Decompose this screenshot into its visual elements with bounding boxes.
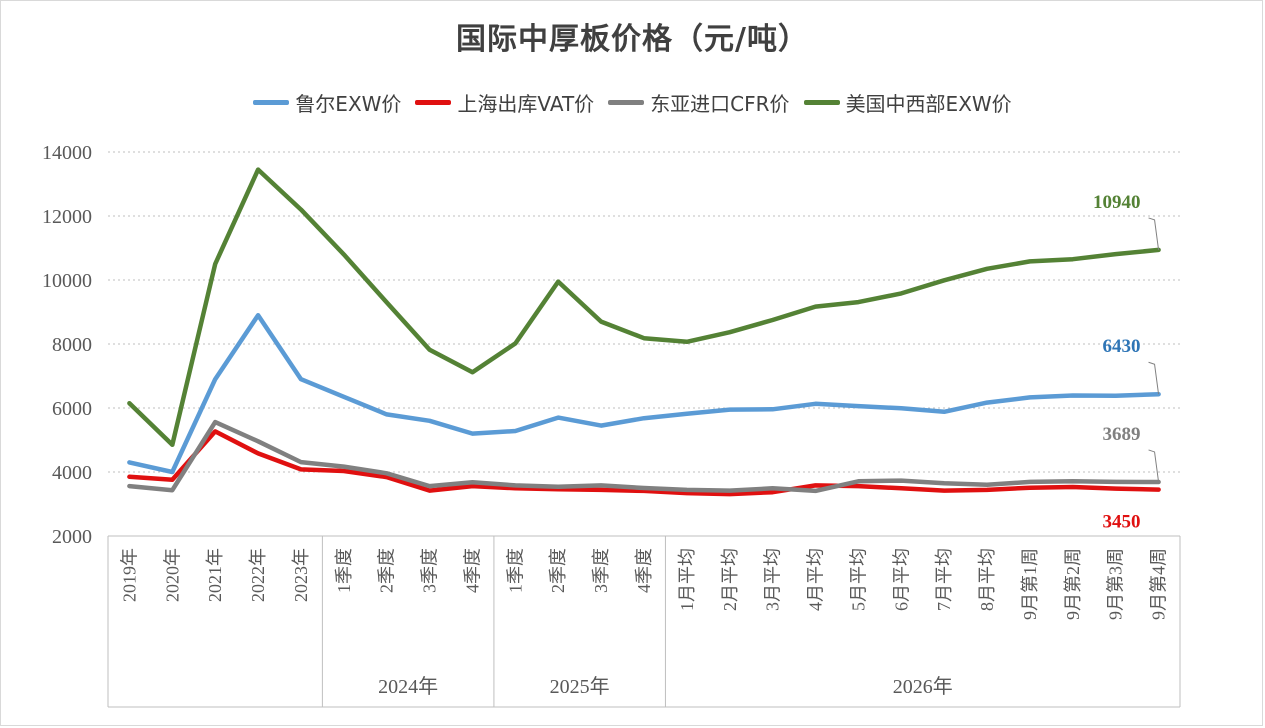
end-data-label-2: 3689 — [1103, 424, 1141, 445]
x-tick-label-24: 9月第4周 — [1149, 548, 1169, 620]
x-tick-label-12: 4季度 — [634, 548, 654, 593]
series-line-2 — [127, 419, 1161, 494]
legend-label-3: 美国中西部EXW价 — [845, 92, 1012, 116]
chart-title: 国际中厚板价格（元/吨） — [456, 22, 809, 57]
x-tick-label-9: 1季度 — [505, 548, 525, 593]
x-tick-label-5: 1季度 — [334, 548, 354, 593]
y-tick-label-6: 14000 — [42, 142, 92, 164]
x-tick-label-4: 2023年 — [291, 548, 311, 602]
leader-line-0 — [1148, 361, 1160, 395]
x-tick-label-19: 7月平均 — [934, 548, 954, 611]
x-tick-label-0: 2019年 — [119, 548, 139, 602]
x-tick-label-7: 3季度 — [420, 548, 440, 593]
x-tick-label-11: 3季度 — [591, 548, 611, 593]
x-tick-label-1: 2020年 — [162, 548, 182, 602]
series-line-3 — [127, 167, 1161, 448]
group-label-3: 2026年 — [893, 675, 953, 698]
legend-label-1: 上海出库VAT价 — [457, 92, 595, 116]
legend-label-0: 鲁尔EXW价 — [295, 92, 402, 116]
group-label-1: 2024年 — [378, 675, 438, 698]
series-line-0 — [127, 312, 1161, 475]
x-tick-label-10: 2季度 — [548, 548, 568, 593]
y-tick-label-5: 12000 — [42, 206, 92, 228]
x-tick-label-16: 4月平均 — [806, 548, 826, 611]
series-line-1 — [127, 429, 1161, 497]
leader-line-2 — [1148, 449, 1160, 483]
end-data-label-0: 6430 — [1103, 336, 1141, 357]
legend-item-0: 鲁尔EXW价 — [253, 88, 401, 117]
legend-swatch-0 — [253, 100, 290, 105]
group-label-2: 2025年 — [550, 675, 610, 698]
x-tick-label-3: 2022年 — [248, 548, 268, 602]
end-data-label-1: 3450 — [1103, 512, 1141, 533]
legend-item-2: 东亚进口CFR价 — [608, 88, 790, 117]
y-tick-label-2: 6000 — [52, 398, 92, 420]
x-tick-label-13: 1月平均 — [677, 548, 697, 611]
x-tick-label-18: 6月平均 — [891, 548, 911, 611]
legend-swatch-2 — [608, 100, 645, 105]
x-tick-label-22: 9月第2周 — [1063, 548, 1083, 620]
legend-item-1: 上海出库VAT价 — [415, 88, 594, 117]
x-tick-label-21: 9月第1周 — [1020, 548, 1040, 620]
x-tick-label-6: 2季度 — [377, 548, 397, 593]
x-tick-label-14: 2月平均 — [720, 548, 740, 611]
x-tick-label-8: 4季度 — [462, 548, 482, 593]
y-tick-label-4: 10000 — [42, 270, 92, 292]
x-tick-label-20: 8月平均 — [977, 548, 997, 611]
x-tick-label-23: 9月第3周 — [1106, 548, 1126, 620]
x-tick-label-15: 3月平均 — [763, 548, 783, 611]
y-tick-label-1: 4000 — [52, 462, 92, 484]
legend-item-3: 美国中西部EXW价 — [803, 88, 1012, 117]
y-tick-label-3: 8000 — [52, 334, 92, 356]
y-tick-label-0: 2000 — [52, 526, 92, 548]
end-data-label-3: 10940 — [1093, 192, 1141, 213]
x-tick-label-17: 5月平均 — [848, 548, 868, 611]
legend: 鲁尔EXW价 上海出库VAT价 东亚进口CFR价 美国中西部EXW价 — [0, 88, 1265, 117]
legend-swatch-1 — [415, 100, 452, 105]
leader-line-3 — [1148, 217, 1160, 250]
x-tick-label-2: 2021年 — [205, 548, 225, 602]
legend-swatch-3 — [803, 100, 840, 105]
legend-label-2: 东亚进口CFR价 — [650, 92, 790, 116]
